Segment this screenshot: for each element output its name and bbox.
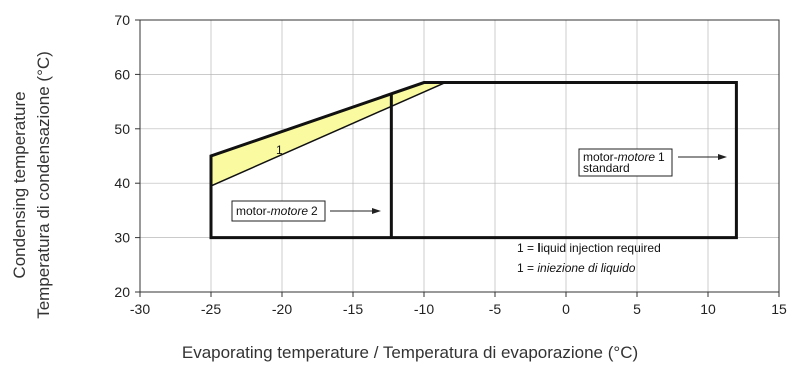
y-axis-title-line-2: Temperatura di condensazione (°C): [34, 51, 53, 319]
region-label: 1: [276, 143, 283, 157]
x-tick-label: -30: [130, 301, 150, 317]
x-axis-title: Evaporating temperature / Temperatura di…: [182, 343, 638, 362]
y-axis-title: Condensing temperature Temperatura di co…: [10, 51, 53, 319]
motor2-arrowhead: [372, 208, 381, 214]
x-tick-label: -20: [272, 301, 292, 317]
y-tick-label: 30: [114, 230, 130, 246]
y-tick-label: 40: [114, 175, 130, 191]
motor1-label: motor-motore 1: [583, 150, 665, 164]
liquid-injection-region: [210, 81, 446, 188]
x-tick-label: -15: [343, 301, 363, 317]
envelope-layer: [209, 81, 738, 240]
motor1-arrowhead: [718, 154, 727, 160]
x-tick-label: 10: [700, 301, 716, 317]
x-tick-label: -25: [201, 301, 221, 317]
motor1-label-box: [578, 148, 673, 177]
axis-ticks: -30 -25 -20 -15 -10 -5 0 5 10 15 20 30 40 50 60 70: [114, 12, 787, 317]
y-axis-title-line-1: Condensing temperature: [10, 91, 29, 278]
annotations: 1 motor-motore 1 standard motor-motore 2 1…: [231, 143, 727, 275]
x-tick-label: -10: [414, 301, 434, 317]
motor2-label-box: [231, 200, 326, 222]
legend-line-1: 1 = liquid injection required: [517, 241, 661, 255]
envelope-motor-1: [209, 81, 738, 240]
y-tick-label: 20: [114, 284, 130, 300]
motor2-label: motor-motore 2: [236, 204, 318, 218]
motor1-sublabel: standard: [583, 161, 630, 175]
y-tick-label: 60: [114, 66, 130, 82]
liquid-injection-region-layer: [210, 81, 446, 188]
y-tick-label: 70: [114, 12, 130, 28]
x-tick-label: -5: [489, 301, 502, 317]
plot-frame: [139, 19, 780, 293]
x-tick-label: 5: [633, 301, 641, 317]
legend-line-2: 1 = iniezione di liquido: [517, 261, 636, 275]
y-tick-label: 50: [114, 121, 130, 137]
x-tick-label: 0: [562, 301, 570, 317]
x-tick-label: 15: [771, 301, 787, 317]
plot-border: [139, 19, 780, 293]
